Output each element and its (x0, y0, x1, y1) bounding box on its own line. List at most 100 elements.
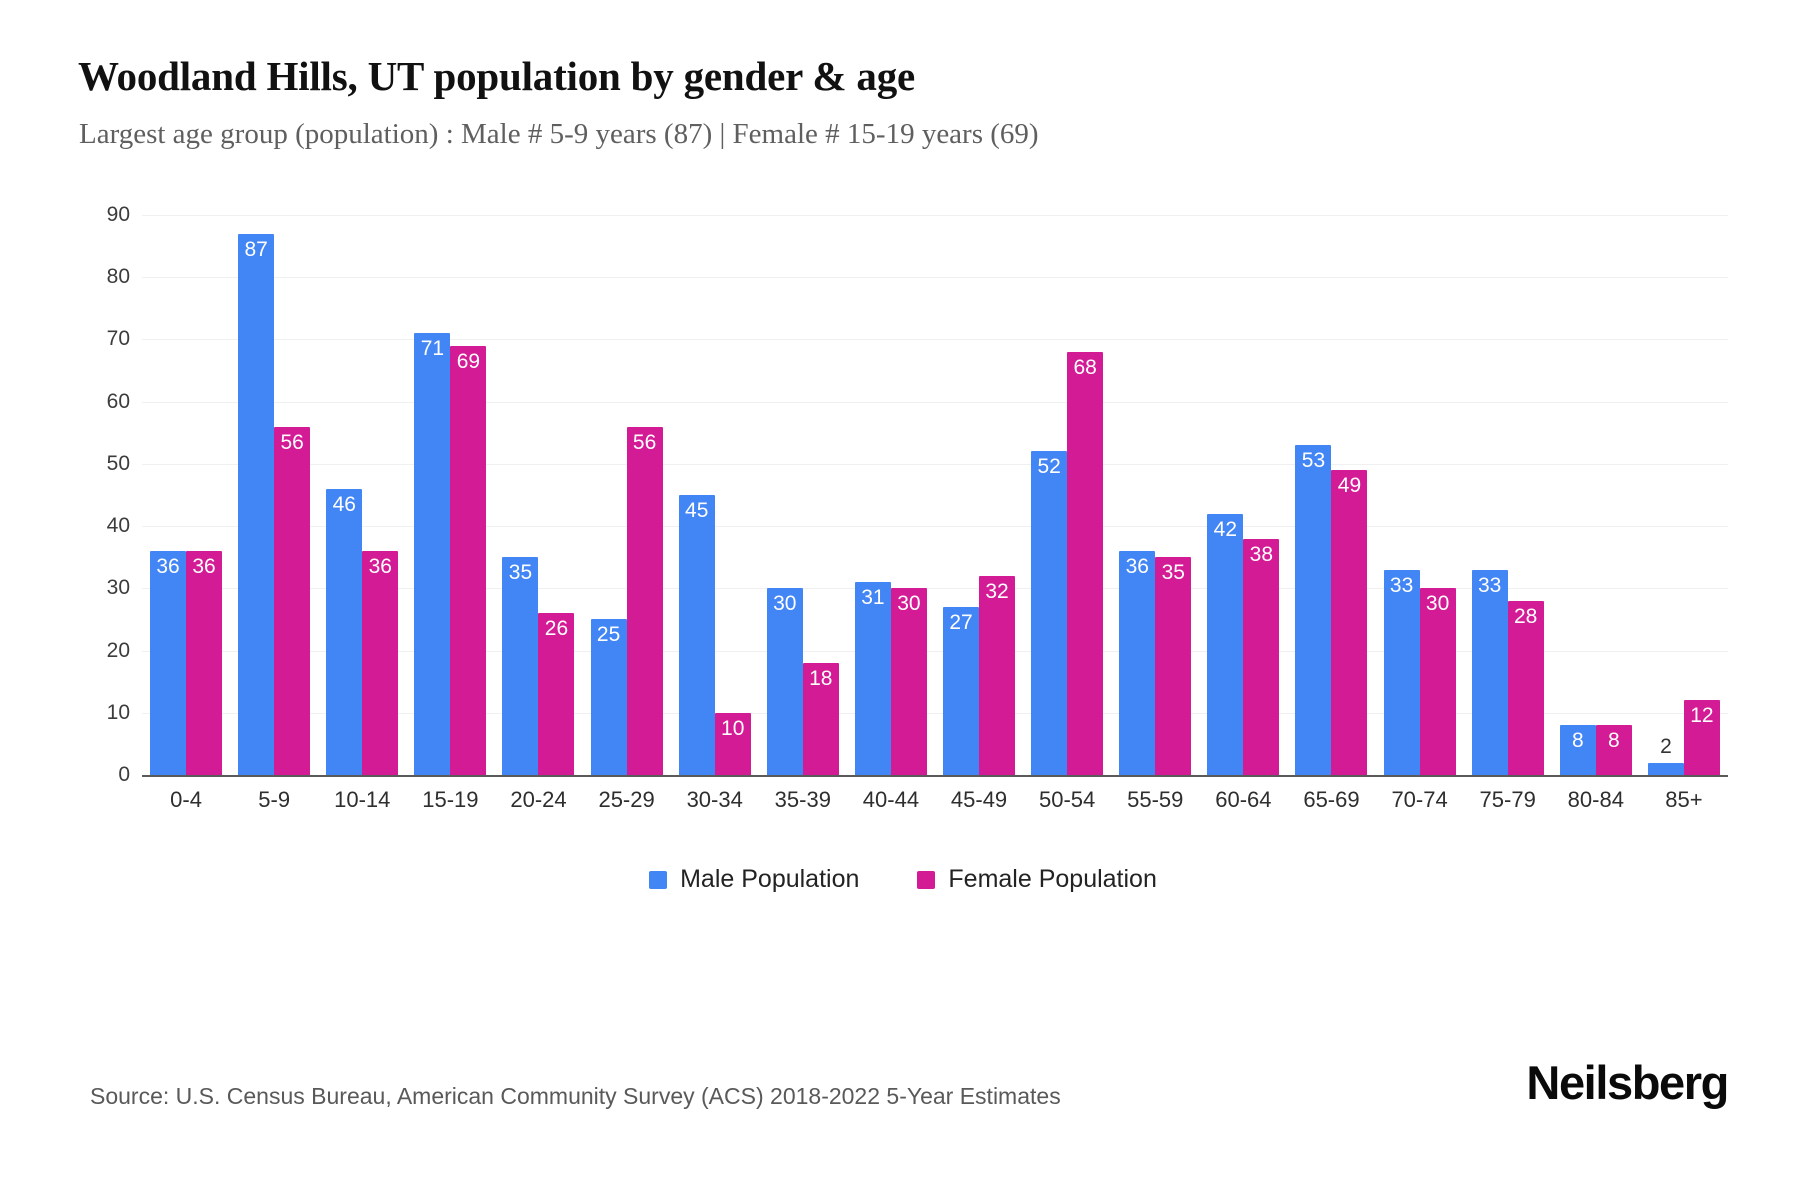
bar[interactable]: 36 (150, 551, 187, 775)
bar-value-label: 28 (1514, 604, 1538, 628)
x-axis-tick-label: 50-54 (1039, 787, 1096, 812)
bar-group: 25 56 (583, 215, 671, 775)
bar[interactable]: 56 (626, 426, 663, 775)
bar[interactable]: 52 (1031, 451, 1068, 775)
bar[interactable]: 12 (1683, 700, 1720, 775)
bar-group: 33 30 (1376, 215, 1464, 775)
bar-value-label: 32 (985, 579, 1009, 603)
bar-groups: 36 36 87 56 46 36 71 69 35 26 25 56 45 10 30 18 31 30 27 32… (142, 215, 1728, 775)
x-axis-tick-label: 35-39 (774, 787, 831, 812)
bar-value-label: 68 (1073, 355, 1097, 379)
x-axis-tick-label: 80-84 (1567, 787, 1624, 812)
bar[interactable]: 30 (890, 588, 927, 775)
bar-value-label: 30 (897, 592, 921, 616)
bar-value-label: 33 (1389, 573, 1414, 597)
bar[interactable]: 8 (1559, 725, 1596, 775)
brand-logo: Neilsberg (1526, 1056, 1729, 1109)
chart-legend: Male Population Female Population (78, 865, 1728, 894)
y-axis: 90 80 70 60 50 40 30 20 10 0 (78, 203, 142, 786)
legend-item[interactable]: Female Population (917, 865, 1157, 894)
bar-group: 31 30 (847, 215, 935, 775)
bar[interactable]: 26 (538, 613, 575, 775)
bar[interactable]: 2 (1647, 736, 1684, 775)
bar-value-label: 33 (1478, 573, 1502, 597)
x-axis-tick-label: 45-49 (950, 787, 1008, 812)
x-axis-tick-label: 60-64 (1215, 787, 1272, 812)
x-axis-tick-label: 0-4 (170, 787, 202, 812)
bar[interactable]: 8 (1595, 725, 1632, 775)
bar[interactable]: 33 (1383, 569, 1420, 775)
x-axis-tick-label: 70-74 (1391, 787, 1448, 812)
bar[interactable]: 27 (943, 607, 980, 775)
bar[interactable]: 30 (766, 588, 803, 775)
bar[interactable]: 38 (1243, 538, 1280, 775)
page-title: Woodland Hills, UT population by gender … (78, 53, 916, 99)
bar[interactable]: 35 (502, 557, 539, 775)
bar[interactable]: 46 (326, 488, 363, 775)
legend-label: Female Population (948, 865, 1157, 893)
bar[interactable]: 31 (854, 582, 891, 775)
bar[interactable]: 25 (590, 619, 627, 775)
y-axis-tick-label: 40 (106, 514, 130, 538)
bar[interactable]: 49 (1331, 470, 1368, 775)
bar[interactable]: 35 (1155, 557, 1192, 775)
y-axis-tick-label: 20 (106, 638, 130, 662)
bar[interactable]: 30 (1419, 588, 1456, 775)
bar-value-label: 18 (809, 667, 833, 690)
bar-value-label: 53 (1301, 449, 1326, 473)
bar-group: 33 28 (1464, 215, 1552, 775)
gridline (142, 215, 1728, 216)
bar[interactable]: 56 (274, 426, 311, 775)
gridline (142, 277, 1728, 279)
bar[interactable]: 53 (1295, 445, 1332, 775)
bar-group: 35 26 (494, 215, 582, 775)
bar[interactable]: 36 (1119, 551, 1156, 775)
bar-group: 30 18 (759, 215, 847, 775)
bar-value-label: 56 (280, 430, 304, 454)
y-axis-tick-label: 60 (106, 389, 130, 413)
bar-value-label: 69 (456, 349, 481, 373)
gridline (142, 339, 1728, 341)
bar[interactable]: 87 (238, 233, 275, 775)
chart-subtitle: Largest age group (population) : Male # … (79, 118, 1039, 150)
x-axis-tick-label: 15-19 (422, 787, 479, 812)
y-axis-tick-label: 10 (106, 700, 130, 724)
bar[interactable]: 68 (1067, 351, 1104, 775)
legend-item[interactable]: Male Population (649, 865, 859, 894)
bar[interactable]: 33 (1471, 569, 1508, 775)
bar-value-label: 56 (632, 430, 657, 454)
bar-group: 87 56 (230, 215, 318, 775)
bar-group: 45 10 (671, 215, 759, 775)
source-note: Source: U.S. Census Bureau, American Com… (90, 1083, 1061, 1109)
bar[interactable]: 10 (714, 712, 751, 775)
bar[interactable]: 69 (450, 345, 487, 775)
y-axis-tick-label: 50 (106, 451, 130, 475)
y-axis-tick-label: 80 (106, 265, 130, 289)
bar-value-label: 8 (1607, 729, 1620, 753)
bar[interactable]: 36 (362, 551, 399, 775)
bar[interactable]: 42 (1207, 513, 1244, 775)
bar[interactable]: 32 (979, 575, 1016, 775)
bar-value-label: 36 (1125, 555, 1149, 578)
bar-value-label: 2 (1660, 734, 1672, 758)
bar[interactable]: 28 (1507, 600, 1544, 775)
chart-plot-area: 90 80 70 60 50 40 30 20 10 0 36 36 87 56 46 36 71 69 35 26… (78, 203, 1728, 915)
x-axis-line (142, 775, 1728, 777)
bar-value-label: 35 (508, 561, 533, 585)
bar-value-label: 25 (596, 623, 621, 647)
gridline (142, 526, 1728, 528)
bar[interactable]: 45 (678, 495, 715, 775)
bar-group: 46 36 (318, 215, 406, 775)
bar[interactable]: 71 (414, 333, 451, 775)
y-axis-tick-label: 30 (106, 576, 130, 600)
bar-value-label: 30 (1425, 592, 1450, 616)
bar-group: 36 35 (1111, 215, 1199, 775)
bar[interactable]: 36 (186, 551, 223, 775)
bar-value-label: 87 (244, 237, 268, 261)
bar-group: 42 38 (1199, 215, 1287, 775)
bar-group: 53 49 (1287, 215, 1375, 775)
bar-group: 52 68 (1023, 215, 1111, 775)
bar[interactable]: 18 (802, 663, 839, 775)
bar-value-label: 8 (1571, 729, 1584, 753)
bar-value-label: 10 (721, 716, 745, 740)
